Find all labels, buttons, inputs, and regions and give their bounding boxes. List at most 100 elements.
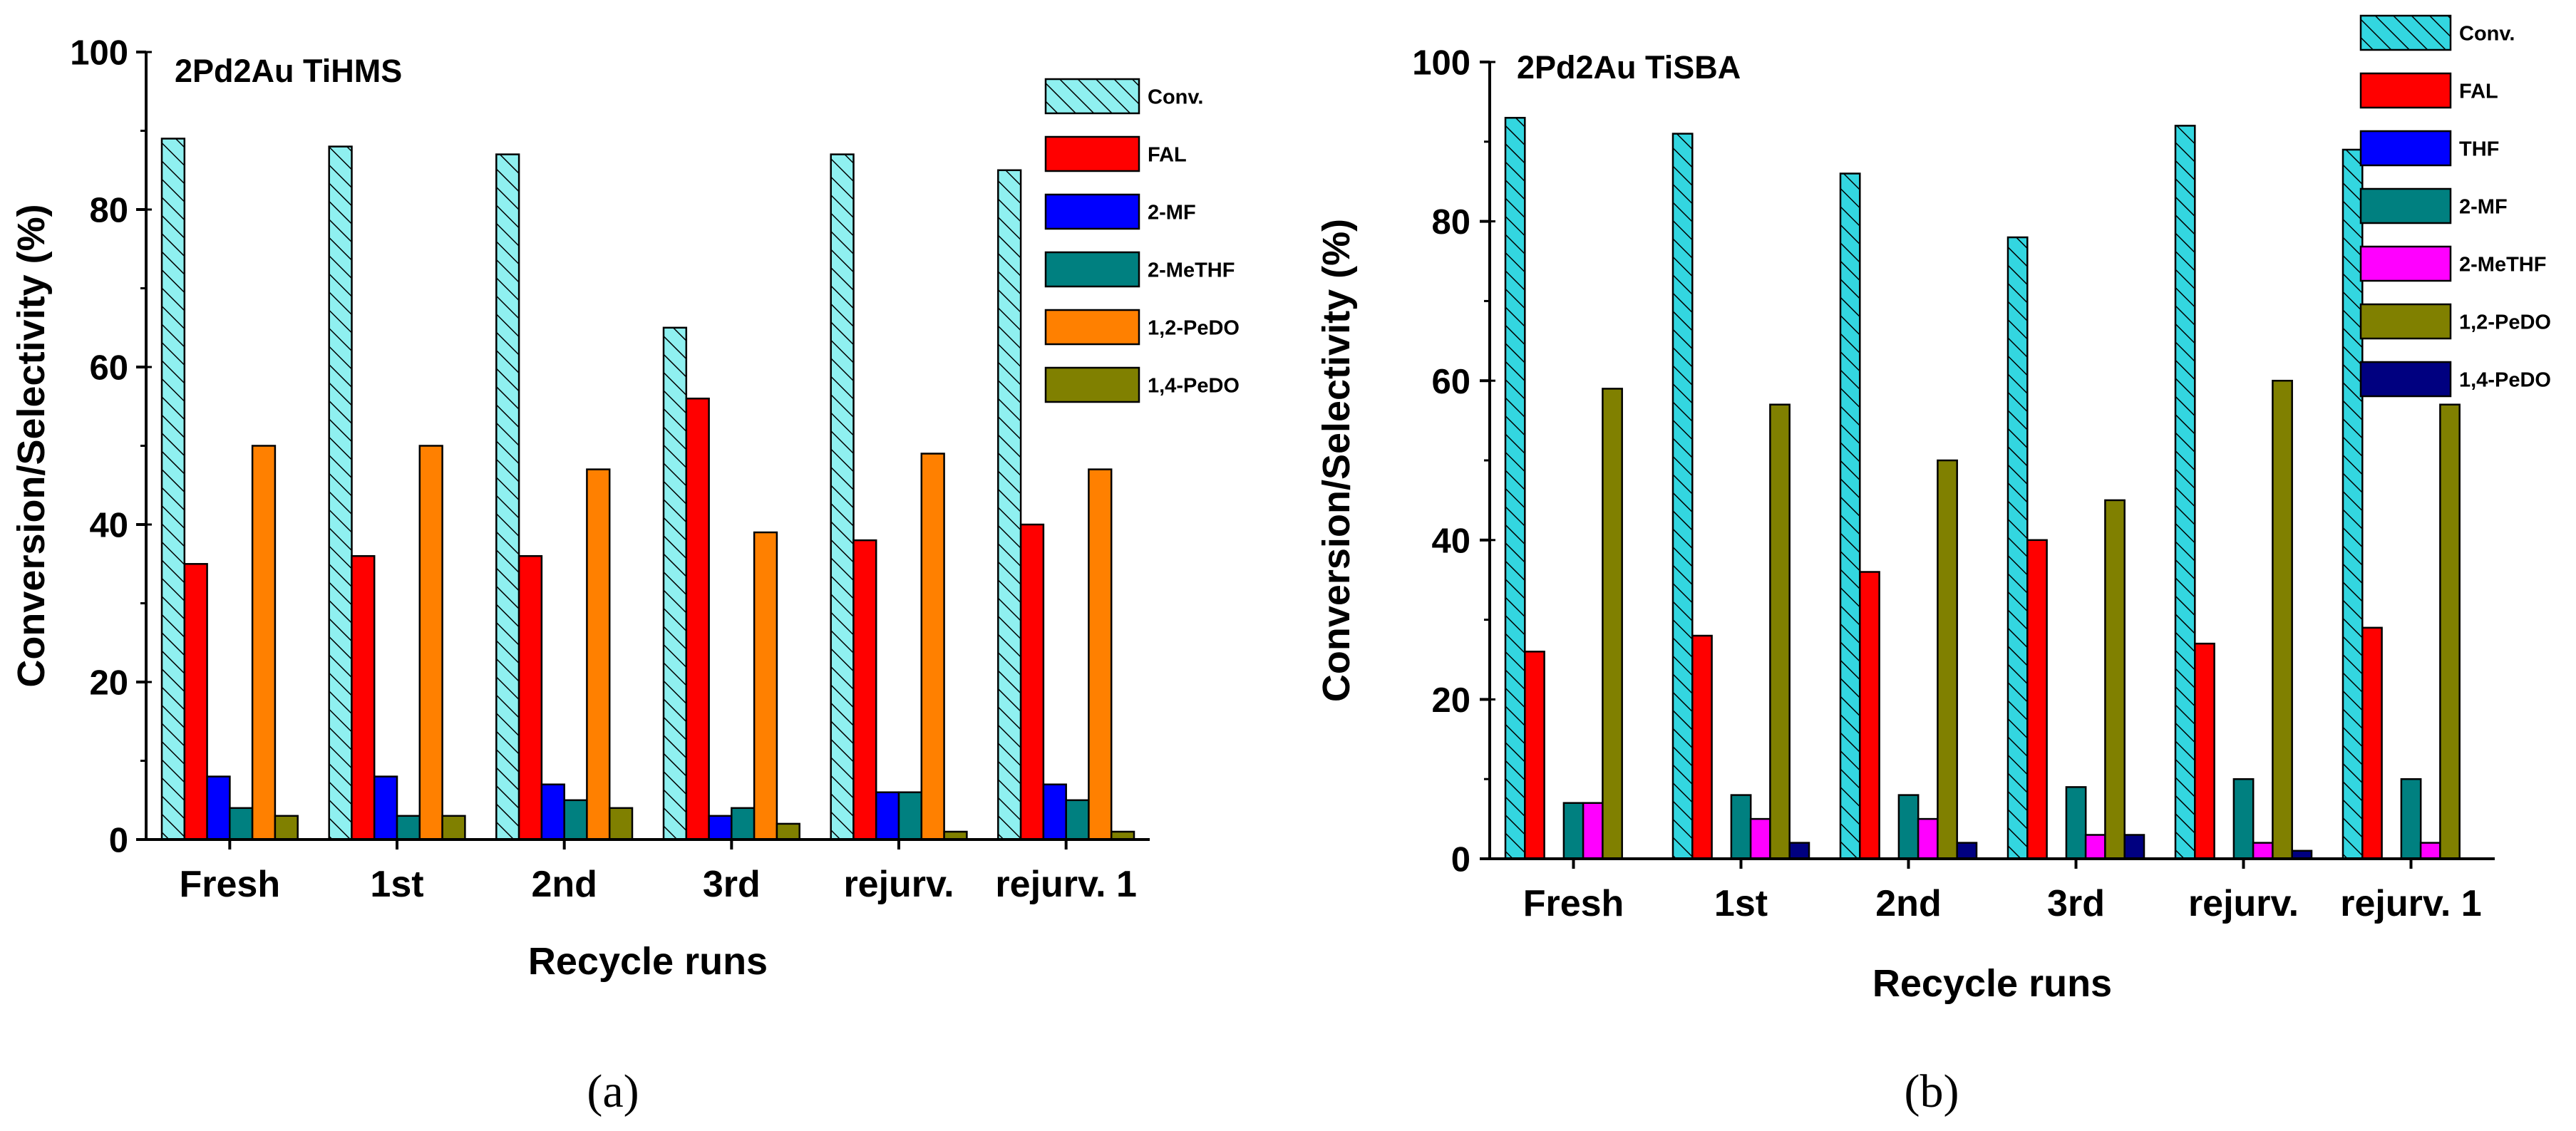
bar-b-2-mf-1 <box>1730 794 1752 860</box>
legend-label-a-conv-: Conv. <box>1148 86 1203 109</box>
bar-b-1-4-pedo-1 <box>1788 842 1810 860</box>
bar-a-1-2-pedo-1 <box>418 445 443 841</box>
bar-b-conv--5 <box>2341 148 2364 860</box>
chart-title-a: 2Pd2Au TiHMS <box>175 53 402 89</box>
bar-a-fal-1 <box>351 554 376 841</box>
legend-swatch-b-2-methf <box>2359 245 2452 282</box>
bar-b-1-4-pedo-2 <box>1956 842 1978 860</box>
chart-b: 0 20 40 60 80 100 Fresh 1st 2nd 3rd rejurv. rejurv.… <box>1315 14 2551 1005</box>
bar-a-1-4-pedo-0 <box>274 815 299 841</box>
legend-label-a-fal: FAL <box>1148 144 1187 167</box>
bar-b-fal-1 <box>1691 634 1713 860</box>
bar-b-2-methf-0 <box>1582 802 1604 860</box>
x-tick-label-a-4: rejurv. <box>843 864 954 905</box>
legend-label-a-1-2-pedo: 1,2-PeDO <box>1148 317 1240 340</box>
bar-a-conv--3 <box>662 326 688 841</box>
bar-a-1-4-pedo-1 <box>441 815 466 841</box>
bar-a-2-mf-4 <box>875 791 900 841</box>
bar-b-2-mf-2 <box>1897 794 1920 860</box>
bar-b-2-mf-4 <box>2232 778 2255 860</box>
y-tick-label-a-100: 100 <box>70 34 128 73</box>
bar-b-1-2-pedo-3 <box>2104 499 2126 860</box>
legend-label-b-2-methf: 2-MeTHF <box>2459 254 2546 277</box>
caption-a: (a) <box>587 1065 639 1117</box>
bar-a-1-4-pedo-2 <box>608 807 634 841</box>
x-tick-label-b-2: 2nd <box>1875 883 1941 924</box>
bar-b-fal-5 <box>2361 626 2383 860</box>
x-tick-label-b-1: 1st <box>1714 883 1768 924</box>
bar-b-conv--4 <box>2174 125 2196 860</box>
bar-a-2-methf-5 <box>1065 799 1090 841</box>
bar-a-2-mf-3 <box>708 815 733 841</box>
bar-a-1-2-pedo-5 <box>1088 468 1113 841</box>
chart-title-b: 2Pd2Au TiSBA <box>1517 49 1741 86</box>
bar-b-1-2-pedo-4 <box>2272 379 2293 860</box>
bar-a-conv--5 <box>997 169 1022 841</box>
bar-a-2-methf-4 <box>897 791 923 841</box>
bar-a-fal-2 <box>517 554 543 841</box>
legend-swatch-a-2-methf <box>1044 251 1140 288</box>
bar-a-2-methf-1 <box>396 815 421 841</box>
bar-a-2-mf-0 <box>206 775 231 841</box>
bar-a-conv--4 <box>830 153 855 841</box>
x-tick-label-b-4: rejurv. <box>2188 883 2299 924</box>
bar-a-conv--1 <box>328 145 353 841</box>
bar-a-fal-3 <box>685 397 710 841</box>
bar-b-2-mf-0 <box>1562 802 1585 860</box>
caption-b: (b) <box>1905 1065 1959 1117</box>
legend-label-b-thf: THF <box>2459 138 2499 161</box>
y-tick-label-b-0: 0 <box>1451 841 1470 879</box>
bar-a-fal-4 <box>852 539 877 841</box>
y-tick-label-b-60: 60 <box>1431 363 1470 401</box>
bar-b-2-methf-2 <box>1917 817 1939 860</box>
legend-swatch-b-2-mf <box>2359 187 2452 224</box>
x-tick-label-a-5: rejurv. 1 <box>995 864 1136 905</box>
bar-b-conv--2 <box>1839 172 1861 860</box>
x-tick-label-a-3: 3rd <box>703 864 761 905</box>
bar-b-conv--0 <box>1504 117 1526 860</box>
bar-b-fal-3 <box>2026 539 2048 860</box>
bar-b-2-methf-4 <box>2252 842 2274 860</box>
legend-swatch-b-conv- <box>2359 14 2452 51</box>
bar-b-2-methf-5 <box>2419 842 2441 860</box>
bar-b-1-2-pedo-2 <box>1937 459 1958 860</box>
bar-a-2-mf-1 <box>373 775 398 841</box>
x-axis-label-a: Recycle runs <box>528 940 768 983</box>
bar-b-conv--3 <box>2006 236 2029 860</box>
x-tick-label-b-0: Fresh <box>1523 883 1624 924</box>
bar-a-2-methf-3 <box>731 807 756 841</box>
legend-swatch-b-fal <box>2359 72 2452 109</box>
bar-b-2-mf-5 <box>2400 778 2422 860</box>
bar-a-1-2-pedo-3 <box>753 531 778 841</box>
legend-swatch-a-1-2-pedo <box>1044 309 1140 346</box>
legend-swatch-a-conv- <box>1044 78 1140 115</box>
bar-a-1-2-pedo-0 <box>251 445 277 841</box>
bar-a-conv--0 <box>160 138 186 841</box>
bar-a-conv--2 <box>495 153 520 841</box>
bar-b-1-2-pedo-5 <box>2439 403 2461 860</box>
x-tick-label-a-2: 2nd <box>531 864 597 905</box>
bar-b-fal-4 <box>2194 642 2215 860</box>
chart-a: 0 20 40 60 80 100 Fresh 1st 2nd 3rd rejurv. rejurv.… <box>10 34 1240 983</box>
legend-label-b-1-2-pedo: 1,2-PeDO <box>2459 311 2551 334</box>
legend-label-a-2-methf: 2-MeTHF <box>1148 259 1235 282</box>
bar-b-fal-2 <box>1859 571 1880 860</box>
y-tick-label-b-40: 40 <box>1431 522 1470 560</box>
legend-swatch-b-thf <box>2359 130 2452 167</box>
legend-swatch-a-fal <box>1044 135 1140 172</box>
x-tick-label-b-5: rejurv. 1 <box>2340 883 2481 924</box>
legend-label-b-2-mf: 2-MF <box>2459 196 2508 219</box>
legend-label-b-conv-: Conv. <box>2459 23 2515 46</box>
bar-b-1-2-pedo-0 <box>1602 388 1623 860</box>
y-axis-label-b: Conversion/Selectivity (%) <box>1315 219 1358 702</box>
bar-b-fal-0 <box>1524 651 1545 860</box>
bar-b-1-4-pedo-3 <box>2123 834 2145 860</box>
bar-b-2-mf-3 <box>2065 786 2087 860</box>
bar-b-1-2-pedo-1 <box>1769 403 1791 860</box>
bar-a-2-mf-5 <box>1042 783 1067 841</box>
bar-a-fal-5 <box>1019 523 1045 841</box>
y-tick-label-b-100: 100 <box>1412 44 1470 83</box>
y-tick-label-a-60: 60 <box>89 349 128 388</box>
legend-label-b-fal: FAL <box>2459 81 2498 103</box>
x-tick-label-b-3: 3rd <box>2047 883 2105 924</box>
